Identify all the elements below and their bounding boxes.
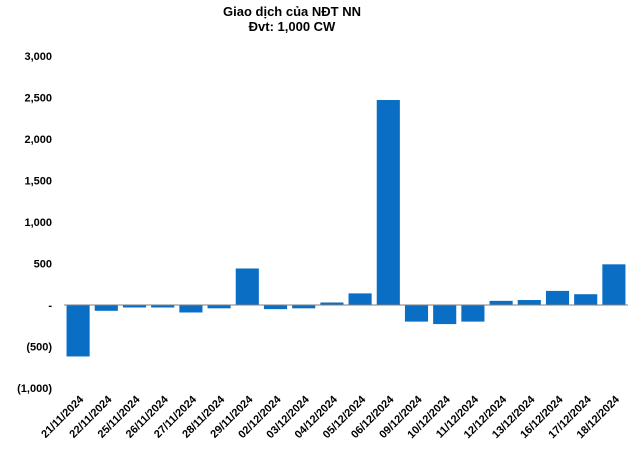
chart-title: Giao dịch của NĐT NN [223, 4, 361, 19]
bar [94, 305, 118, 311]
y-tick-label: (500) [26, 342, 52, 354]
bar [292, 305, 316, 309]
bar [545, 290, 570, 305]
bar [376, 99, 400, 306]
bar [348, 293, 372, 305]
x-axis: 21/11/202422/11/202425/11/202426/11/2024… [39, 393, 622, 441]
bars [66, 99, 626, 357]
y-tick-label: 2,500 [24, 93, 52, 105]
y-tick-label: 2,000 [24, 134, 52, 146]
bar [207, 305, 231, 309]
bar [122, 305, 147, 308]
bar [461, 305, 485, 322]
y-tick-label: 1,500 [24, 176, 52, 188]
y-axis: 3,000 2,500 2,000 1,500 1,000 500 - (500) (1,000… [17, 51, 52, 395]
bar [235, 268, 259, 305]
y-tick-label: 3,000 [24, 51, 52, 63]
bar [574, 294, 598, 305]
chart-subtitle: Đvt: 1,000 CW [249, 19, 336, 34]
y-tick-label: 500 [34, 259, 52, 271]
bar [404, 305, 429, 322]
bar [433, 305, 457, 325]
bar [263, 305, 288, 310]
bar [151, 305, 175, 308]
bar [489, 300, 513, 305]
y-tick-label: (1,000) [17, 383, 52, 395]
y-tick-label: - [48, 300, 52, 312]
bar [517, 300, 541, 305]
bar [602, 264, 626, 305]
y-tick-label: 1,000 [24, 217, 52, 229]
bar [179, 305, 203, 313]
bar [320, 302, 344, 305]
bar [66, 305, 90, 357]
